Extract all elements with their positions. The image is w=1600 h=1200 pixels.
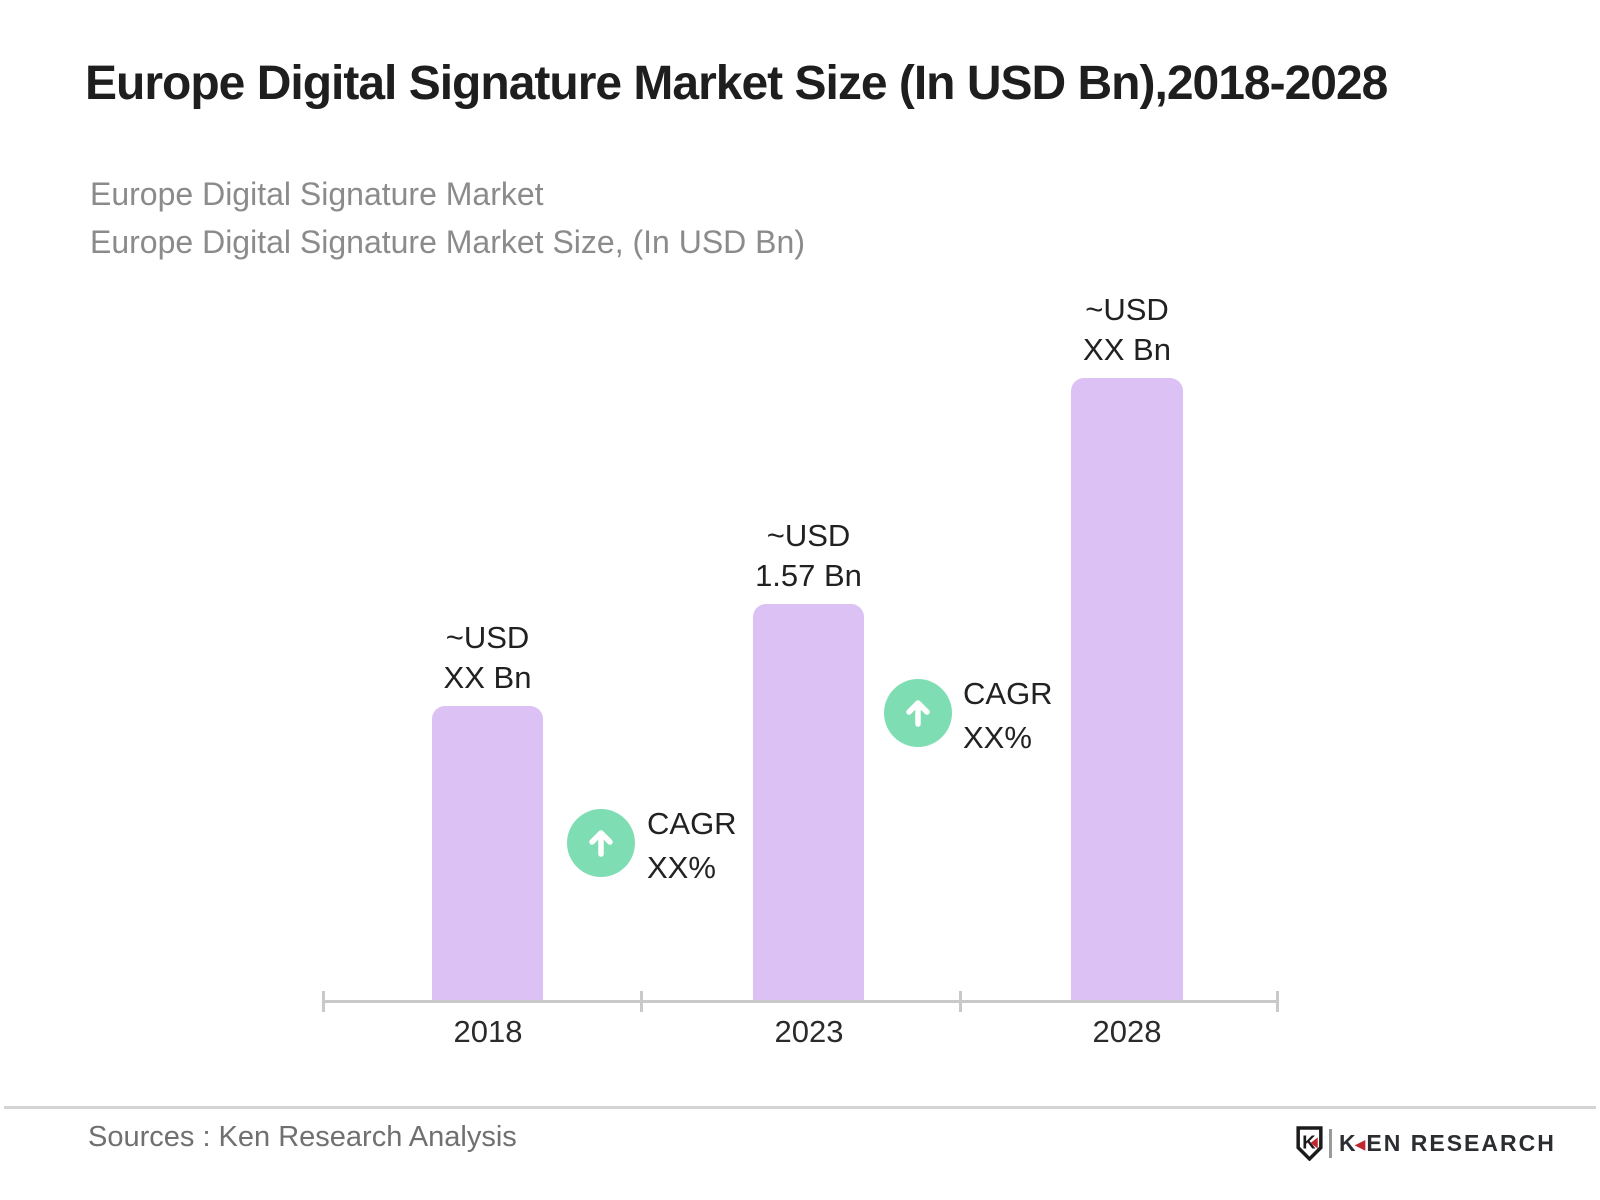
sources-text: Sources : Ken Research Analysis [88, 1121, 517, 1153]
x-axis-tick [322, 991, 325, 1012]
up-arrow-icon [567, 809, 635, 877]
value-label-2028: ~USD XX Bn [1083, 292, 1171, 367]
brand-text: K ◀ EN RESEARCH [1339, 1129, 1556, 1156]
ken-research-logo: K K ◀ EN RESEARCH [1296, 1124, 1556, 1162]
x-axis-tick [959, 991, 962, 1012]
x-label-2028: 2028 [1092, 1014, 1162, 1049]
red-arrow-icon: ◀ [1354, 1135, 1366, 1152]
shield-k-icon: K [1296, 1125, 1323, 1161]
page-title: Europe Digital Signature Market Size (In… [85, 57, 1388, 110]
x-axis-tick [1276, 991, 1279, 1012]
value-label-2023: ~USD 1.57 Bn [755, 518, 862, 593]
logo-divider [1329, 1128, 1332, 1158]
footer-divider [4, 1106, 1596, 1109]
cagr-label-1: CAGR XX% [647, 806, 737, 885]
arrow-up-glyph [589, 830, 613, 857]
value-label-2018: ~USD XX Bn [443, 620, 532, 695]
cagr-label-2: CAGR XX% [963, 676, 1053, 755]
chart-subtitle: Europe Digital Signature Market Europe D… [90, 170, 805, 266]
x-label-2018: 2018 [453, 1014, 523, 1049]
subtitle-line-1: Europe Digital Signature Market [90, 176, 544, 212]
bar-2018 [432, 706, 543, 1003]
x-axis-line [322, 1000, 1278, 1003]
bar-2023 [753, 604, 864, 1003]
x-label-2023: 2023 [774, 1014, 844, 1049]
bar-2028 [1071, 378, 1183, 1003]
svg-text:K: K [1302, 1131, 1316, 1152]
x-axis-tick [640, 991, 643, 1012]
subtitle-line-2: Europe Digital Signature Market Size, (I… [90, 224, 805, 260]
up-arrow-icon [884, 679, 952, 747]
arrow-up-glyph [906, 700, 930, 727]
